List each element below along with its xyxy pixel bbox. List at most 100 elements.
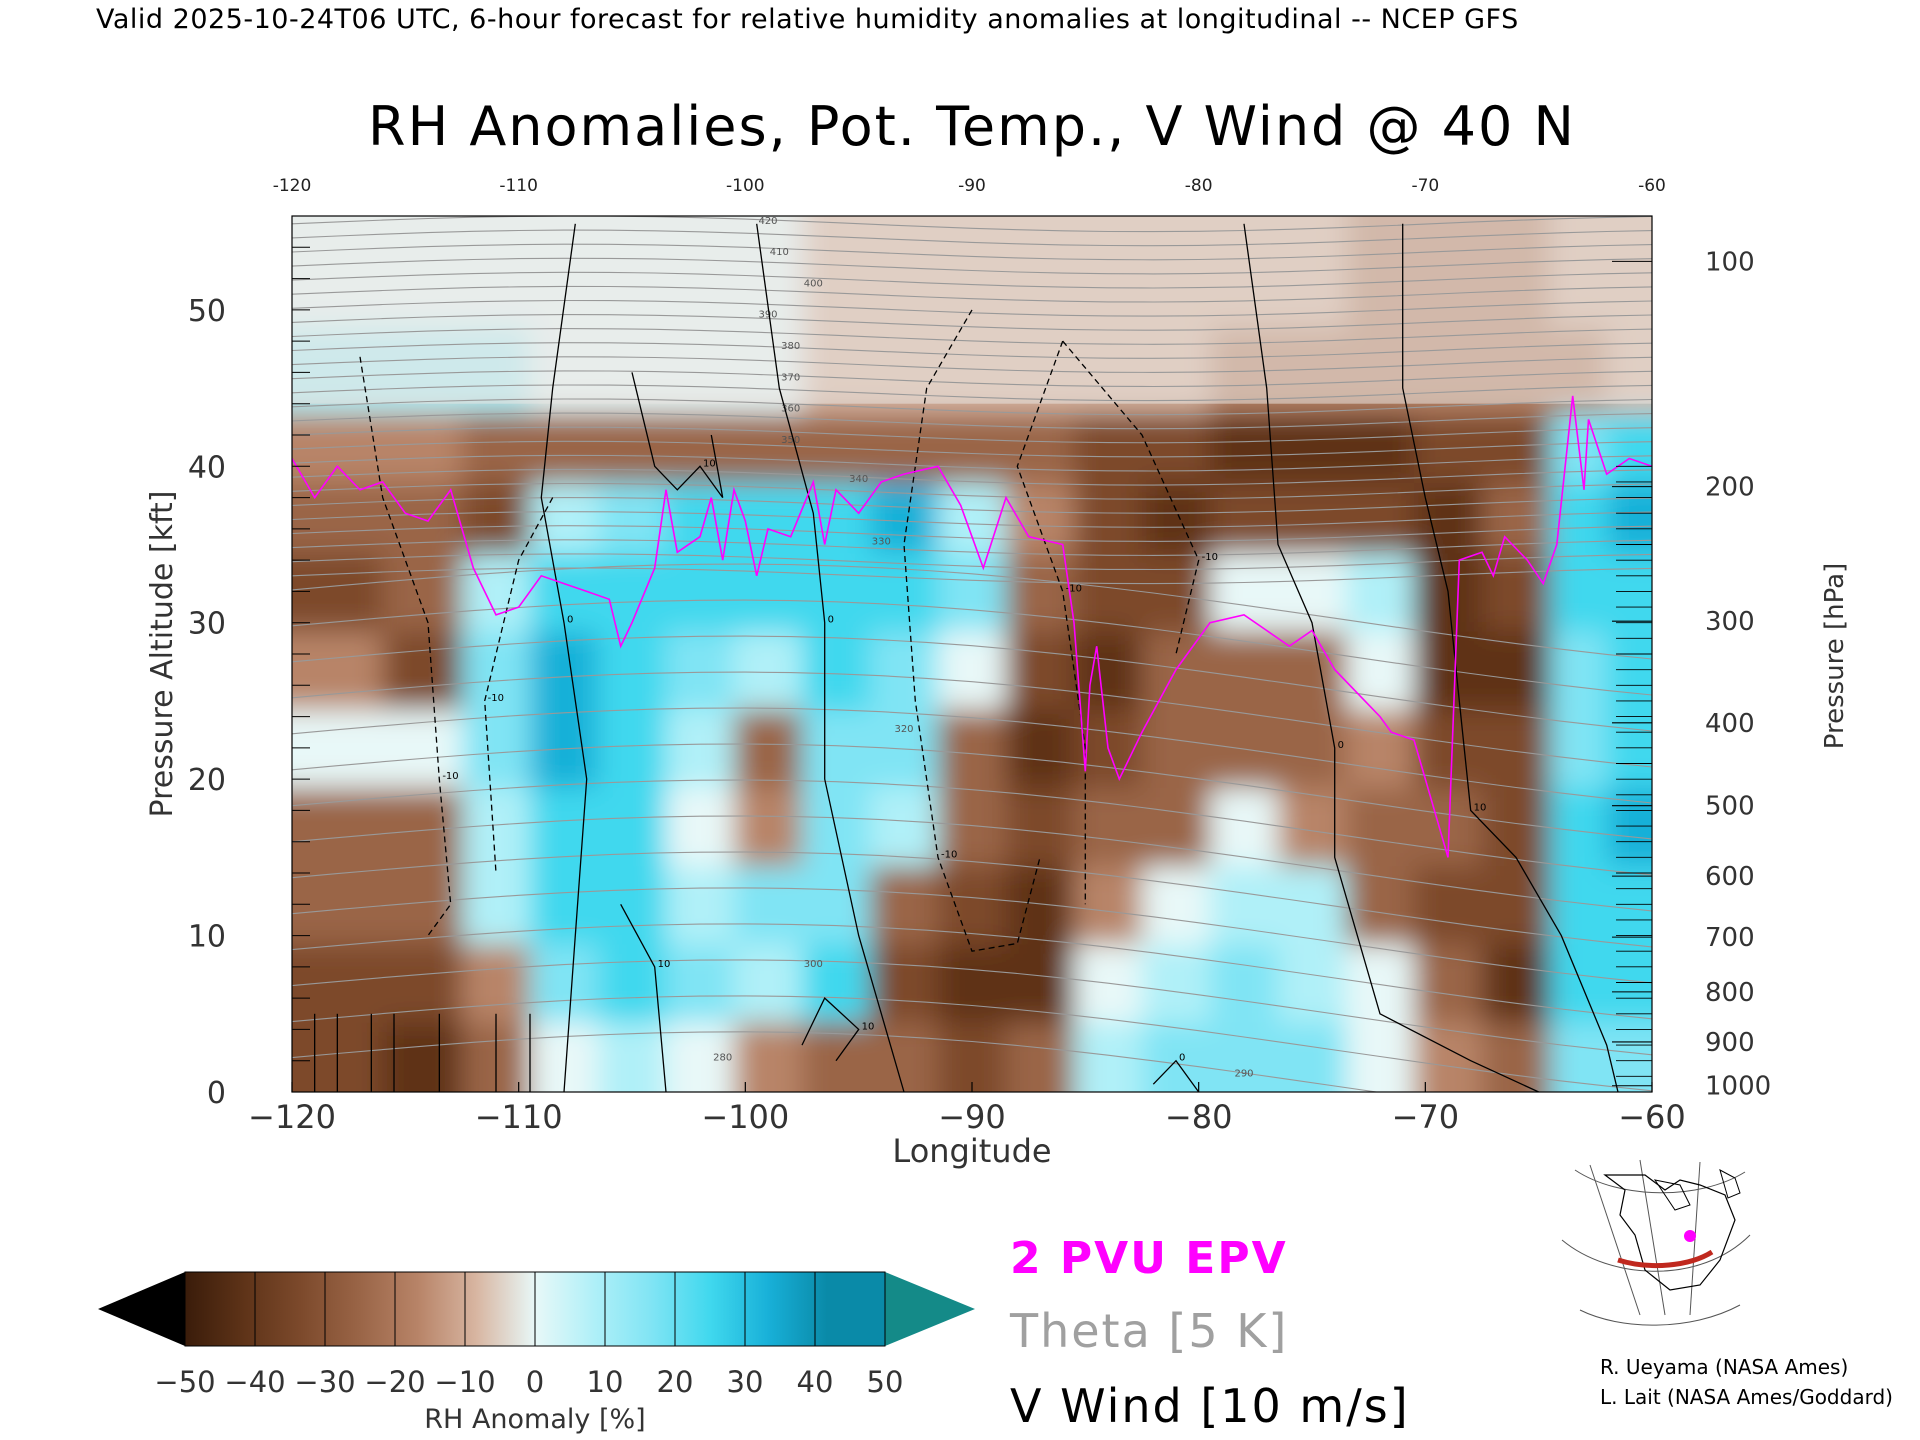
colorbar-segment	[651, 1272, 711, 1346]
rh-anomaly-cell	[870, 943, 939, 1023]
theta-contour-line	[292, 356, 1652, 373]
rh-anomaly-cell	[1482, 1021, 1551, 1092]
rh-anomaly-cell	[1550, 786, 1608, 867]
theta-contour-label: 420	[758, 216, 777, 227]
rh-anomaly-cell	[1550, 943, 1608, 1023]
theta-contour-line	[292, 923, 1652, 1020]
rh-anomaly-cell	[1606, 865, 1652, 945]
x-tick-label: −100	[701, 1098, 789, 1136]
rh-anomaly-cell	[530, 411, 599, 483]
rh-anomaly-cell	[1606, 552, 1652, 632]
v-wind-contour	[1062, 340, 1200, 655]
rh-anomaly-cell	[598, 411, 667, 483]
v-wind-contour-label: -10	[1066, 583, 1082, 594]
v-wind-contour-label: 0	[1338, 740, 1344, 751]
credit-line-2: L. Lait (NASA Ames/Goddard)	[1600, 1385, 1893, 1409]
rh-anomaly-cell	[734, 630, 803, 710]
rh-anomaly-cell	[666, 943, 735, 1023]
v-wind-contour	[1402, 223, 1619, 1092]
theta-contour-label: 290	[1234, 1068, 1253, 1079]
rh-anomaly-cell	[1006, 865, 1075, 945]
top-tick-label: -100	[726, 176, 765, 196]
colorbar-tick-label: 50	[867, 1365, 904, 1399]
rh-anomaly-cell	[462, 552, 531, 632]
v-wind-contour-label: 0	[828, 615, 834, 626]
rh-anomaly-cell	[1142, 411, 1211, 483]
top-tick-label: -60	[1638, 176, 1666, 196]
colorbar-tick-label: 40	[797, 1365, 834, 1399]
rh-anomaly-cell	[1278, 630, 1347, 710]
rh-anomaly-cell	[734, 481, 803, 554]
rh-anomaly-cell	[938, 708, 1007, 788]
colorbar-tick-label: 20	[657, 1365, 694, 1399]
theta-contour-line	[292, 1031, 1381, 1092]
rh-anomaly-cell	[1074, 481, 1143, 554]
theta-contour-label: 360	[781, 404, 800, 415]
rh-anomaly-cell	[382, 1021, 463, 1092]
colorbar-segment	[301, 1272, 361, 1346]
rh-anomaly-cell	[802, 943, 871, 1023]
rh-anomaly-cell	[734, 552, 803, 632]
rh-anomaly-cell	[938, 481, 1007, 554]
rh-anomaly-cell	[530, 481, 599, 554]
rh-anomaly-cell	[598, 1021, 667, 1092]
rh-anomaly-cell	[1482, 943, 1551, 1023]
rh-anomaly-cell	[1482, 630, 1551, 710]
rh-anomaly-cell	[1074, 1021, 1143, 1092]
rh-anomaly-cell	[1278, 411, 1347, 483]
rh-anomaly-cell	[1006, 411, 1075, 483]
y-tick-label: 20	[188, 763, 226, 798]
rh-anomaly-cell	[938, 943, 1007, 1023]
colorbar-segment	[593, 1272, 653, 1346]
pressure-tick-label: 500	[1705, 792, 1755, 822]
rh-anomaly-cell	[1346, 552, 1415, 632]
rh-anomaly-cell	[938, 630, 1007, 710]
rh-anomaly-cell	[802, 865, 871, 945]
theta-contour-line	[292, 815, 1652, 912]
top-tick-label: -80	[1185, 176, 1213, 196]
y-tick-label: 0	[207, 1076, 226, 1111]
x-tick-label: −110	[475, 1098, 563, 1136]
epv-2pvu-curve	[292, 395, 1652, 858]
rh-anomaly-cell	[1482, 481, 1551, 554]
rh-anomaly-cell	[1142, 481, 1211, 554]
theta-contour-label: 320	[894, 724, 913, 735]
theta-contour-line	[292, 454, 1652, 472]
theta-contour-line	[292, 707, 1652, 804]
rh-anomaly-cell	[1550, 552, 1608, 632]
theta-contour-line	[292, 468, 1652, 486]
rh-anomaly-cell	[462, 943, 531, 1023]
rh-anomaly-cell	[1482, 865, 1551, 945]
rh-anomaly-cell	[666, 630, 735, 710]
top-tick-label: -70	[1411, 176, 1439, 196]
rh-anomaly-cell	[938, 865, 1007, 945]
rh-anomaly-cell	[666, 1021, 735, 1092]
rh-anomaly-cell	[1482, 552, 1551, 632]
theta-contour-label: 390	[758, 310, 777, 321]
colorbar-segment	[185, 1272, 244, 1346]
v-wind-contour-label: 10	[703, 458, 716, 469]
theta-contour-line	[292, 271, 1652, 289]
rh-anomaly-cell	[1006, 708, 1075, 788]
x-tick-label: −80	[1165, 1098, 1233, 1136]
theta-contour-line	[292, 743, 1652, 840]
colorbar-low-extend	[98, 1272, 185, 1346]
rh-anomaly-cell	[292, 630, 384, 710]
v-wind-contour	[903, 309, 1041, 952]
pressure-tick-label: 600	[1705, 862, 1755, 892]
v-wind-contour-label: 0	[1179, 1053, 1185, 1064]
theta-contour-label: 380	[781, 341, 800, 352]
y-axis-right: 100 200 300 400 500 600 700 800 900 1000	[1705, 247, 1771, 1101]
colorbar-tick-label: −50	[154, 1365, 215, 1399]
rh-anomaly-cell	[530, 630, 599, 710]
rh-anomaly-cell	[1414, 865, 1483, 945]
theta-contour-line	[292, 243, 1652, 261]
y-axis-label-right: Pressure [hPa]	[1820, 563, 1850, 750]
top-axis-ticks: -120 -110 -100 -90 -80 -70 -60	[273, 176, 1666, 196]
legend: 2 PVU EPV Theta [5 K] V Wind [10 m/s]	[1009, 1233, 1408, 1433]
rh-anomaly-cell	[1142, 786, 1211, 867]
theta-contour-line	[292, 299, 1652, 317]
rh-anomaly-cell	[1210, 708, 1279, 788]
rh-anomaly-cell	[1278, 552, 1347, 632]
colorbar-tick-label: 30	[727, 1365, 764, 1399]
